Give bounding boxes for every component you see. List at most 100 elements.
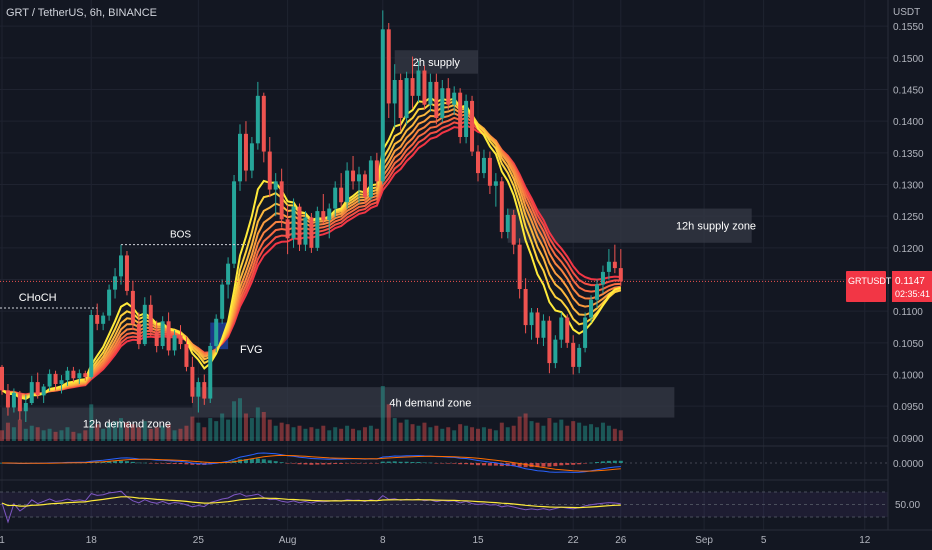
candle-body: [452, 92, 457, 105]
volume-bar: [89, 404, 94, 441]
candle-body: [440, 88, 445, 118]
candle-body: [493, 181, 498, 186]
candle-body: [172, 335, 177, 351]
volume-bar: [583, 425, 588, 441]
candle-body: [130, 290, 135, 324]
volume-bar: [119, 418, 123, 441]
volume-bar: [464, 425, 469, 441]
candle-body: [11, 392, 16, 408]
volume-bar: [345, 425, 350, 441]
volume-bar: [327, 430, 332, 441]
candle-body: [523, 289, 528, 326]
macd-histogram-bar: [571, 463, 576, 465]
macd-histogram-bar: [130, 461, 135, 463]
candle-body: [571, 342, 576, 367]
volume-bar: [0, 430, 4, 441]
macd-histogram-bar: [565, 463, 570, 465]
candle-body: [273, 181, 278, 190]
candle-body: [398, 80, 403, 118]
price-tick: 0.1250: [893, 212, 924, 223]
time-tick: 8: [380, 535, 386, 546]
candle-body: [291, 206, 296, 239]
macd-histogram-bar: [541, 463, 546, 467]
price-tick: 0.1100: [893, 307, 923, 318]
candle-body: [113, 276, 118, 290]
macd-histogram-bar: [119, 460, 123, 463]
price-tick: 0.1500: [893, 54, 924, 65]
macd-histogram-bar: [166, 463, 171, 464]
volume-bar: [357, 430, 361, 441]
volume-bar: [29, 425, 34, 441]
volume-bar: [565, 425, 570, 441]
candle-body: [357, 174, 361, 182]
volume-bar: [166, 424, 171, 441]
volume-bar: [571, 421, 576, 441]
candle-body: [428, 81, 433, 105]
macd-histogram-bar: [523, 463, 528, 468]
candle-body: [404, 78, 409, 118]
price-value-box: [892, 271, 932, 302]
macd-histogram-bar: [267, 460, 272, 463]
volume-bar: [113, 421, 118, 441]
volume-bar: [487, 428, 492, 441]
macd-histogram-bar: [172, 463, 177, 464]
price-tick: 0.0950: [893, 402, 924, 413]
candle-body: [0, 366, 4, 391]
symbol-title[interactable]: GRT / TetherUS, 6h, BINANCE: [6, 7, 157, 19]
volume-bar: [226, 419, 231, 441]
volume-bar: [493, 430, 498, 441]
candle-body: [368, 160, 373, 198]
candle-body: [267, 151, 272, 190]
volume-bar: [5, 422, 10, 441]
candle-body: [309, 217, 314, 248]
candle-body: [243, 133, 248, 171]
volume-bar: [178, 428, 183, 441]
macd-histogram-bar: [476, 463, 480, 466]
candle-body: [285, 219, 290, 239]
price-badge: GRTUSDT 0.1147 02:35:41: [846, 271, 932, 302]
volume-bar: [41, 430, 46, 441]
supply-12h-zone-label: 12h supply zone: [676, 221, 756, 233]
volume-bar: [386, 404, 391, 441]
volume-bar: [404, 419, 409, 441]
macd-histogram-bar: [273, 461, 278, 463]
candle-body: [410, 78, 415, 96]
candle-body: [327, 208, 332, 220]
volume-bar: [148, 428, 153, 441]
candle-body: [184, 344, 189, 367]
candle-body: [612, 261, 617, 269]
macd-histogram-bar: [279, 462, 284, 463]
macd-histogram-bar: [410, 462, 415, 463]
volume-bar: [53, 431, 58, 441]
volume-bar: [95, 424, 100, 441]
macd-histogram-bar: [606, 460, 611, 463]
candle-body: [208, 346, 213, 399]
volume-bar: [351, 428, 356, 441]
candle-body: [315, 211, 320, 248]
volume-bar: [422, 422, 427, 441]
macd-histogram-bar: [517, 463, 522, 467]
macd-histogram-bar: [374, 463, 379, 464]
volume-bar: [107, 422, 112, 441]
candle-body: [464, 100, 469, 137]
macd-histogram-bar: [600, 461, 605, 463]
price-tick: 0.1050: [893, 339, 924, 350]
volume-bar: [559, 419, 564, 441]
time-tick: Aug: [279, 535, 297, 546]
candle-body: [148, 304, 153, 332]
candle-body: [136, 323, 141, 345]
volume-bar: [618, 430, 623, 441]
macd-histogram-bar: [333, 463, 338, 464]
volume-bar: [606, 425, 611, 441]
price-tick: 0.0900: [893, 434, 924, 445]
volume-bar: [261, 411, 266, 441]
volume-bar: [238, 398, 242, 441]
candle-body: [196, 382, 201, 397]
candle-body: [65, 370, 70, 381]
candle-body: [583, 317, 588, 348]
rsi-line: [1, 490, 621, 524]
macd-histogram-bar: [345, 463, 350, 464]
candle-body: [255, 95, 260, 144]
price-badge-price: 0.1147: [895, 276, 925, 287]
